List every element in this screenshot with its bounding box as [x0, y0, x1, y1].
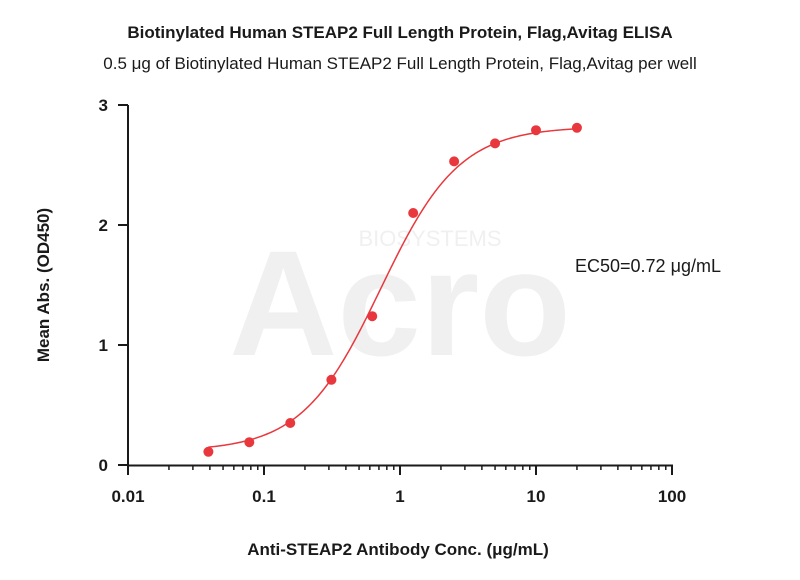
chart-subtitle: 0.5 μg of Biotinylated Human STEAP2 Full…: [103, 54, 696, 73]
fit-curve: [208, 128, 577, 448]
y-tick-label: 3: [99, 96, 108, 115]
ec50-annotation: EC50=0.72 μg/mL: [575, 256, 721, 276]
chart-title: Biotinylated Human STEAP2 Full Length Pr…: [127, 23, 672, 42]
x-tick-label: 100: [658, 487, 686, 506]
x-tick-label: 0.1: [252, 487, 276, 506]
x-tick-label: 0.01: [111, 487, 144, 506]
data-point: [203, 446, 214, 457]
y-tick-label: 0: [99, 456, 108, 475]
data-point: [449, 156, 460, 167]
data-point: [326, 374, 337, 385]
data-point: [490, 138, 501, 149]
watermark-subtext: BIOSYSTEMS: [358, 226, 501, 251]
data-point: [367, 311, 378, 322]
data-point: [571, 122, 582, 133]
x-tick-label: 10: [527, 487, 546, 506]
y-axis-ticks: 0 1 2 3: [99, 96, 128, 475]
y-axis-title: Mean Abs. (OD450): [34, 208, 53, 362]
data-point: [244, 437, 255, 448]
y-tick-label: 1: [99, 336, 108, 355]
x-tick-label: 1: [395, 487, 404, 506]
watermark: Acro BIOSYSTEMS: [229, 219, 571, 387]
x-axis-ticks: 0.01 0.1 1 10 100: [111, 465, 686, 506]
data-point: [531, 125, 541, 136]
data-points: [203, 122, 582, 457]
watermark-logo: Acro: [229, 219, 571, 387]
y-tick-label: 2: [99, 216, 108, 235]
data-point: [408, 208, 419, 218]
x-axis-title: Anti-STEAP2 Antibody Conc. (μg/mL): [247, 540, 549, 559]
data-point: [285, 418, 296, 428]
